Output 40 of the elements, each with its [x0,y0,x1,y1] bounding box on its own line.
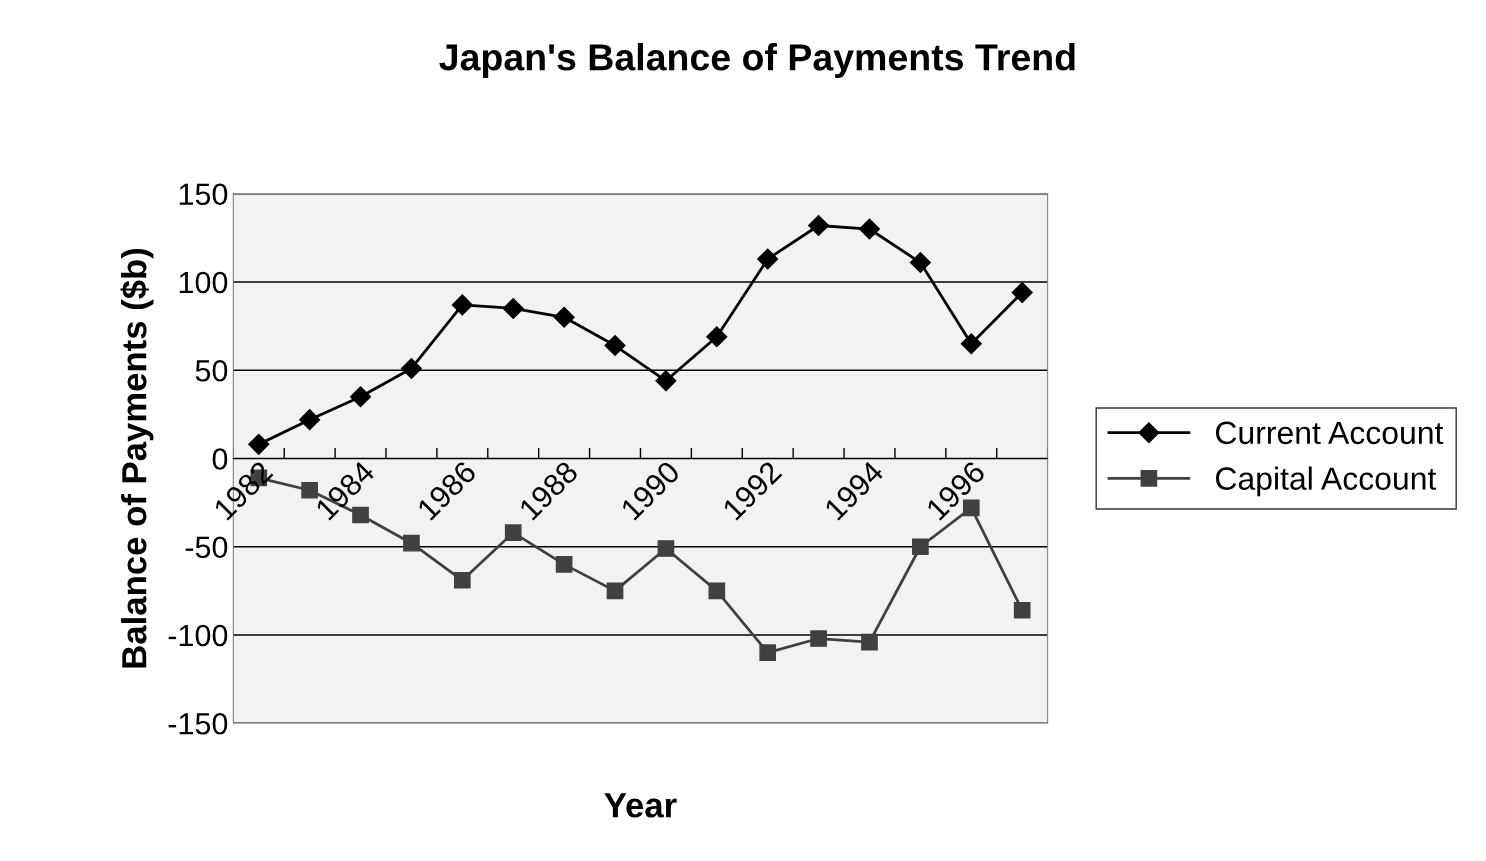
point [1013,601,1031,619]
point [858,218,881,240]
point [504,524,522,541]
point [350,386,372,408]
y-tick-label: 150 [179,183,228,206]
y-tick-label: 100 [179,271,228,294]
y-tick-label: 50 [195,359,228,382]
point [810,630,827,647]
point [960,333,982,355]
point [606,582,624,600]
point [403,534,420,552]
point [655,370,677,392]
y-tick-label: -150 [168,712,228,735]
point [453,571,471,589]
point [657,540,675,557]
point [706,326,728,348]
point [1011,282,1033,304]
point [400,357,422,379]
point [555,556,573,573]
y-axis-title: Balance of Payments ($b) [120,248,154,668]
point [757,248,779,270]
point [912,538,929,556]
point [502,297,524,319]
point [604,335,626,357]
point [909,252,931,274]
point [451,294,473,316]
point [861,633,878,651]
y-tick-label: -100 [168,624,228,647]
legend-label: Capital Account [1215,466,1437,497]
point [299,409,321,431]
point [248,433,270,455]
chart-title: Japan's Balance of Payments Trend [439,43,1075,79]
x-axis-title: Year [604,793,677,818]
y-tick-label: -50 [185,536,228,559]
point [808,214,830,237]
point [301,481,318,499]
point [759,644,777,661]
legend-label: Current Account [1215,421,1444,445]
point [708,582,726,600]
point [553,306,575,328]
